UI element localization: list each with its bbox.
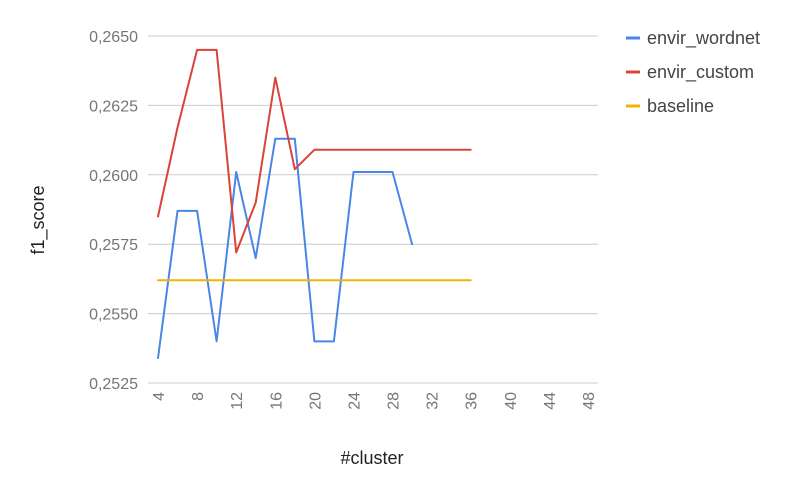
x-tick-label: 4 <box>151 392 168 401</box>
gridlines <box>148 35 598 384</box>
legend: envir_wordnet envir_custom baseline <box>626 28 760 116</box>
x-tick-label: 24 <box>346 392 363 410</box>
y-tick-label: 0,2550 <box>89 307 138 324</box>
y-tick-label: 0,2650 <box>89 29 138 46</box>
series-lines <box>157 48 472 359</box>
x-tick-label: 8 <box>190 392 207 401</box>
legend-label: envir_wordnet <box>647 28 760 49</box>
x-tick-label: 48 <box>581 392 598 410</box>
x-tick-label: 40 <box>503 392 520 410</box>
x-axis-ticks: 4 8 12 16 20 24 28 32 36 40 44 48 <box>151 392 598 410</box>
x-tick-label: 36 <box>464 392 481 410</box>
series-line-envir-custom <box>157 48 472 254</box>
x-tick-label: 12 <box>229 392 246 410</box>
x-tick-label: 32 <box>425 392 442 410</box>
legend-item-envir-wordnet: envir_wordnet <box>626 28 760 49</box>
legend-item-envir-custom: envir_custom <box>626 62 754 83</box>
x-axis-title: #cluster <box>340 448 403 468</box>
y-axis-title: f1_score <box>28 185 49 254</box>
series-line-envir-wordnet <box>157 137 414 359</box>
x-tick-label: 16 <box>268 392 285 410</box>
legend-label: envir_custom <box>647 62 754 83</box>
x-tick-label: 20 <box>307 392 324 410</box>
y-tick-label: 0,2575 <box>89 237 138 254</box>
y-tick-label: 0,2625 <box>89 98 138 115</box>
x-tick-label: 28 <box>386 392 403 410</box>
legend-label: baseline <box>647 96 714 116</box>
y-axis-ticks: 0,2525 0,2550 0,2575 0,2600 0,2625 0,2650 <box>89 29 138 393</box>
legend-item-baseline: baseline <box>626 96 714 116</box>
x-tick-label: 44 <box>542 392 559 410</box>
y-tick-label: 0,2525 <box>89 376 138 393</box>
y-tick-label: 0,2600 <box>89 168 138 185</box>
